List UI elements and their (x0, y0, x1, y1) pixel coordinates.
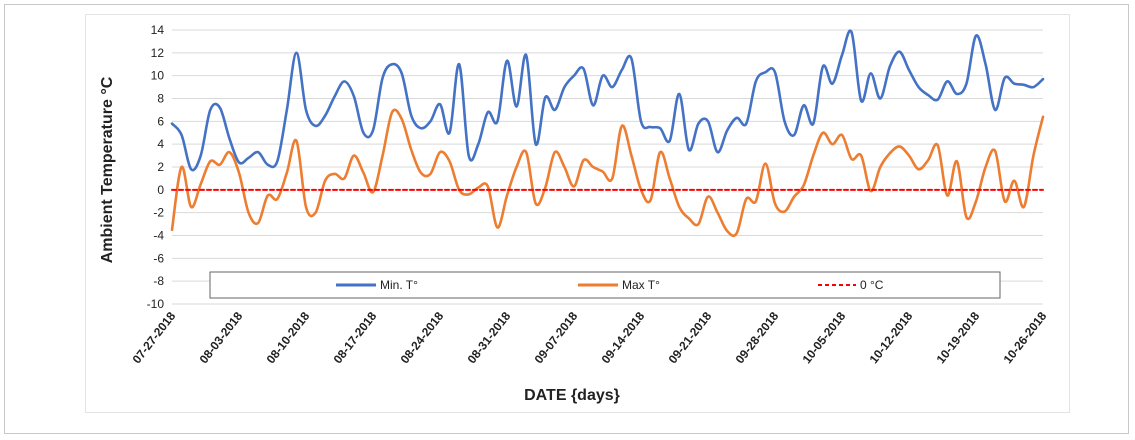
x-tick-label: 09-21-2018 (666, 309, 715, 366)
y-axis-title: Ambient Temperature °C (99, 76, 116, 263)
x-tick-label: 07-27-2018 (130, 309, 179, 366)
y-tick-label: 0 (157, 183, 164, 197)
series-max-temperature (170, 108, 1045, 238)
legend-label-min: Min. T° (380, 278, 418, 292)
y-tick-label: -2 (153, 206, 164, 220)
y-tick-labels: -10 -8 -6 -4 -2 0 2 4 6 8 10 12 14 (147, 23, 165, 311)
x-tick-label: 10-26-2018 (1001, 309, 1050, 366)
x-tick-label: 08-17-2018 (331, 309, 380, 366)
y-tick-label: 4 (157, 137, 164, 151)
y-tick-label: 8 (157, 92, 164, 106)
gridlines (172, 29, 1043, 305)
y-tick-label: 10 (151, 69, 165, 83)
series-lines (170, 29, 1045, 238)
x-tick-label: 10-05-2018 (800, 309, 849, 366)
x-tick-labels: 07-27-2018 08-03-2018 08-10-2018 08-17-2018… (130, 309, 1050, 366)
x-tick-label: 08-03-2018 (197, 309, 246, 366)
x-tick-label: 10-12-2018 (867, 309, 916, 366)
x-tick-label: 08-10-2018 (264, 309, 313, 366)
y-tick-label: 12 (151, 46, 165, 60)
chart-area-border (85, 14, 1070, 413)
series-min-temperature (170, 29, 1045, 172)
x-tick-label: 09-28-2018 (733, 309, 782, 366)
y-tick-label: -4 (153, 229, 164, 243)
x-tick-label: 08-24-2018 (398, 309, 447, 366)
y-tick-label: 6 (157, 114, 164, 128)
legend: Min. T° Max T° 0 °C (209, 271, 1001, 299)
x-tick-label: 08-31-2018 (465, 309, 514, 366)
legend-label-zero: 0 °C (860, 278, 884, 292)
y-tick-label: -8 (153, 274, 164, 288)
x-tick-label: 10-19-2018 (934, 309, 983, 366)
y-tick-label: 14 (151, 23, 165, 37)
legend-label-max: Max T° (622, 278, 660, 292)
y-tick-label: -6 (153, 251, 164, 265)
y-tick-label: 2 (157, 160, 164, 174)
x-tick-label: 09-14-2018 (599, 309, 648, 366)
y-tick-label: -10 (147, 297, 165, 311)
x-tick-label: 09-07-2018 (532, 309, 581, 366)
x-axis-title: DATE {days} (524, 387, 620, 404)
